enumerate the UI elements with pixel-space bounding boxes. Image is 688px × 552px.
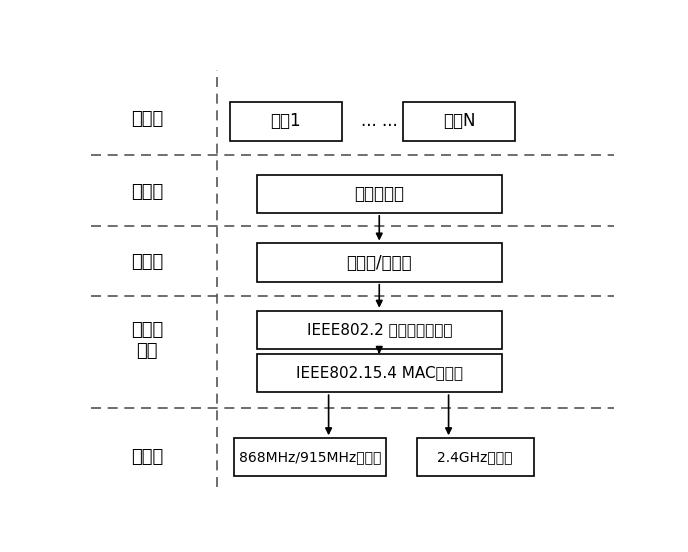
- Text: 应用层: 应用层: [131, 110, 164, 129]
- Text: IEEE802.2 逻辑链路控制层: IEEE802.2 逻辑链路控制层: [307, 322, 452, 337]
- Text: IEEE802.15.4 MAC访问层: IEEE802.15.4 MAC访问层: [296, 365, 463, 381]
- Bar: [403, 102, 515, 141]
- Bar: [257, 354, 502, 392]
- Text: 868MHz/915MHz物理层: 868MHz/915MHz物理层: [239, 450, 381, 464]
- Bar: [257, 311, 502, 349]
- Bar: [230, 102, 342, 141]
- Text: 网络层: 网络层: [131, 253, 164, 271]
- Text: ... ...: ... ...: [361, 113, 398, 130]
- Bar: [257, 243, 502, 282]
- Text: 应用1: 应用1: [270, 113, 301, 130]
- Text: 数据链
路层: 数据链 路层: [131, 321, 164, 360]
- Text: 应用N: 应用N: [443, 113, 475, 130]
- Text: 物理层: 物理层: [131, 448, 164, 466]
- Bar: [234, 438, 386, 476]
- Bar: [417, 438, 534, 476]
- Text: 应用框架层: 应用框架层: [354, 185, 405, 203]
- Bar: [257, 174, 502, 213]
- Text: 网络层/加密层: 网络层/加密层: [347, 253, 412, 272]
- Text: 传输层: 传输层: [131, 183, 164, 200]
- Text: 2.4GHz物理层: 2.4GHz物理层: [438, 450, 513, 464]
